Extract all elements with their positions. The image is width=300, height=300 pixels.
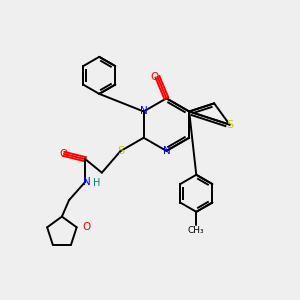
Text: S: S [226,120,233,130]
Text: N: N [83,177,91,187]
Text: O: O [150,72,159,82]
Text: H: H [93,178,100,188]
Text: O: O [60,149,68,159]
Text: N: N [140,106,148,116]
Text: S: S [117,146,124,156]
Text: N: N [163,146,170,156]
Text: O: O [82,222,90,232]
Text: CH₃: CH₃ [188,226,205,235]
